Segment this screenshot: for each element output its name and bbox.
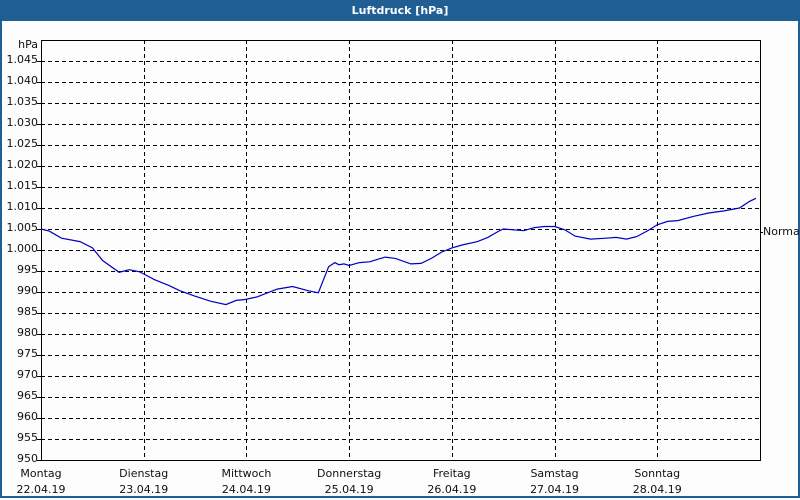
y-tick-label: 960 [17,410,38,423]
y-tick-label: 1.005 [6,221,39,234]
y-tick-label: 1.000 [6,242,39,255]
y-tick-label: 980 [17,326,38,339]
x-tick-label: Mittwoch 24.04.19 [221,467,272,496]
y-tick-label: 1.020 [6,158,39,171]
y-tick-label: 1.025 [6,137,39,150]
y-tick-label: 995 [17,263,38,276]
y-tick-label: 975 [17,347,38,360]
y-tick-label: 970 [17,368,38,381]
x-tick-label: Freitag 26.04.19 [427,467,477,496]
y-tick-label: 990 [17,284,38,297]
x-tick-label: Sonntag 28.04.19 [632,467,682,496]
y-axis-unit-label: hPa [18,38,38,51]
x-tick-label: Montag 22.04.19 [16,467,66,496]
y-tick-label: 965 [17,389,38,402]
chart-title: Luftdruck [hPa] [0,0,800,21]
y-tick-label: 1.015 [6,179,39,192]
y-tick-label: 1.035 [6,95,39,108]
x-tick-label: Donnerstag 25.04.19 [317,467,382,496]
y-tick-label: 1.045 [6,53,39,66]
y-tick-label: 1.030 [6,116,39,129]
y-tick-label: 950 [17,452,38,465]
y-tick-label: 955 [17,431,38,444]
y-tick-label: 1.040 [6,74,39,87]
normal-reference-label: Normal [763,225,800,238]
pressure-series-line [40,197,757,306]
y-tick-label: 985 [17,305,38,318]
x-tick-label: Samstag 27.04.19 [530,467,580,496]
y-tick-label: 1.010 [6,200,39,213]
x-tick-label: Dienstag 23.04.19 [119,467,169,496]
